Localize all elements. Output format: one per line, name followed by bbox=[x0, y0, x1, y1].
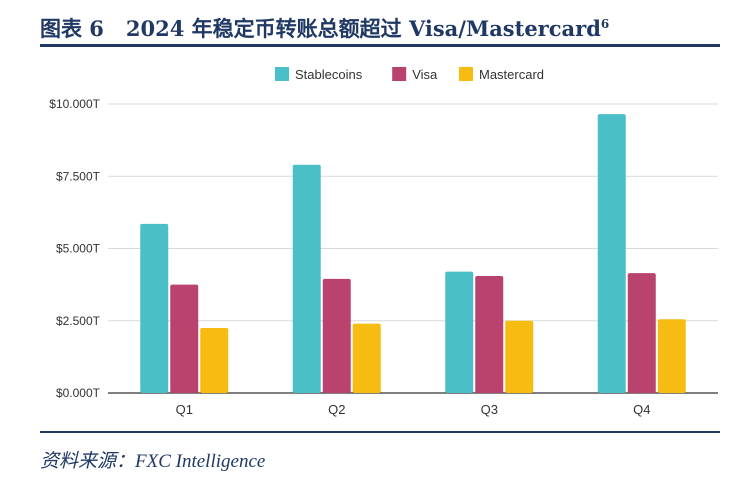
y-axis: $0.000T $2.500T $5.000T $7.500T $10.000T bbox=[49, 97, 100, 400]
legend: Stablecoins Visa Mastercard bbox=[275, 67, 544, 82]
bars bbox=[140, 114, 686, 394]
figure-caption-label: 图表 6 bbox=[40, 16, 104, 41]
x-tick-label: Q4 bbox=[633, 402, 650, 417]
legend-swatch-visa bbox=[392, 67, 407, 81]
source-rule bbox=[40, 431, 720, 433]
y-tick-label: $2.500T bbox=[56, 314, 101, 328]
x-tick-label: Q1 bbox=[176, 402, 193, 417]
source-note: 资料来源：FXC Intelligence bbox=[40, 451, 266, 472]
bar-mastercard-q2 bbox=[352, 323, 381, 393]
y-tick-label: $7.500T bbox=[56, 169, 101, 183]
figure-title: 图表 6 2024 年稳定币转账总额超过 Visa/Mastercard6 bbox=[40, 8, 610, 41]
footnote-ref: 6 bbox=[600, 17, 610, 31]
bar-visa-q2 bbox=[322, 278, 351, 393]
legend-label-mastercard: Mastercard bbox=[479, 67, 544, 82]
bar-mastercard-q1 bbox=[200, 327, 229, 393]
legend-label-visa: Visa bbox=[412, 67, 438, 82]
x-tick-label: Q2 bbox=[328, 402, 345, 417]
x-tick-label: Q3 bbox=[481, 402, 498, 417]
bar-stablecoins-q3 bbox=[445, 271, 474, 393]
bar-visa-q3 bbox=[475, 275, 504, 393]
bar-visa-q1 bbox=[170, 284, 199, 393]
y-tick-label: $5.000T bbox=[56, 242, 101, 256]
title-rule bbox=[40, 44, 720, 47]
bar-stablecoins-q2 bbox=[292, 164, 321, 393]
y-tick-label: $10.000T bbox=[49, 97, 100, 111]
y-tick-label: $0.000T bbox=[56, 386, 101, 400]
legend-swatch-mastercard bbox=[459, 67, 473, 81]
legend-swatch-stablecoins bbox=[275, 67, 289, 81]
legend-label-stablecoins: Stablecoins bbox=[295, 67, 363, 82]
bar-mastercard-q4 bbox=[657, 319, 686, 393]
bar-stablecoins-q4 bbox=[597, 114, 626, 394]
figure-caption-title: 2024 年稳定币转账总额超过 Visa/Mastercard bbox=[125, 16, 601, 41]
bar-stablecoins-q1 bbox=[140, 223, 169, 393]
bar-mastercard-q3 bbox=[505, 320, 534, 393]
x-axis: Q1 Q2 Q3 Q4 bbox=[176, 402, 651, 417]
gridlines bbox=[108, 103, 718, 394]
bar-visa-q4 bbox=[627, 273, 656, 393]
